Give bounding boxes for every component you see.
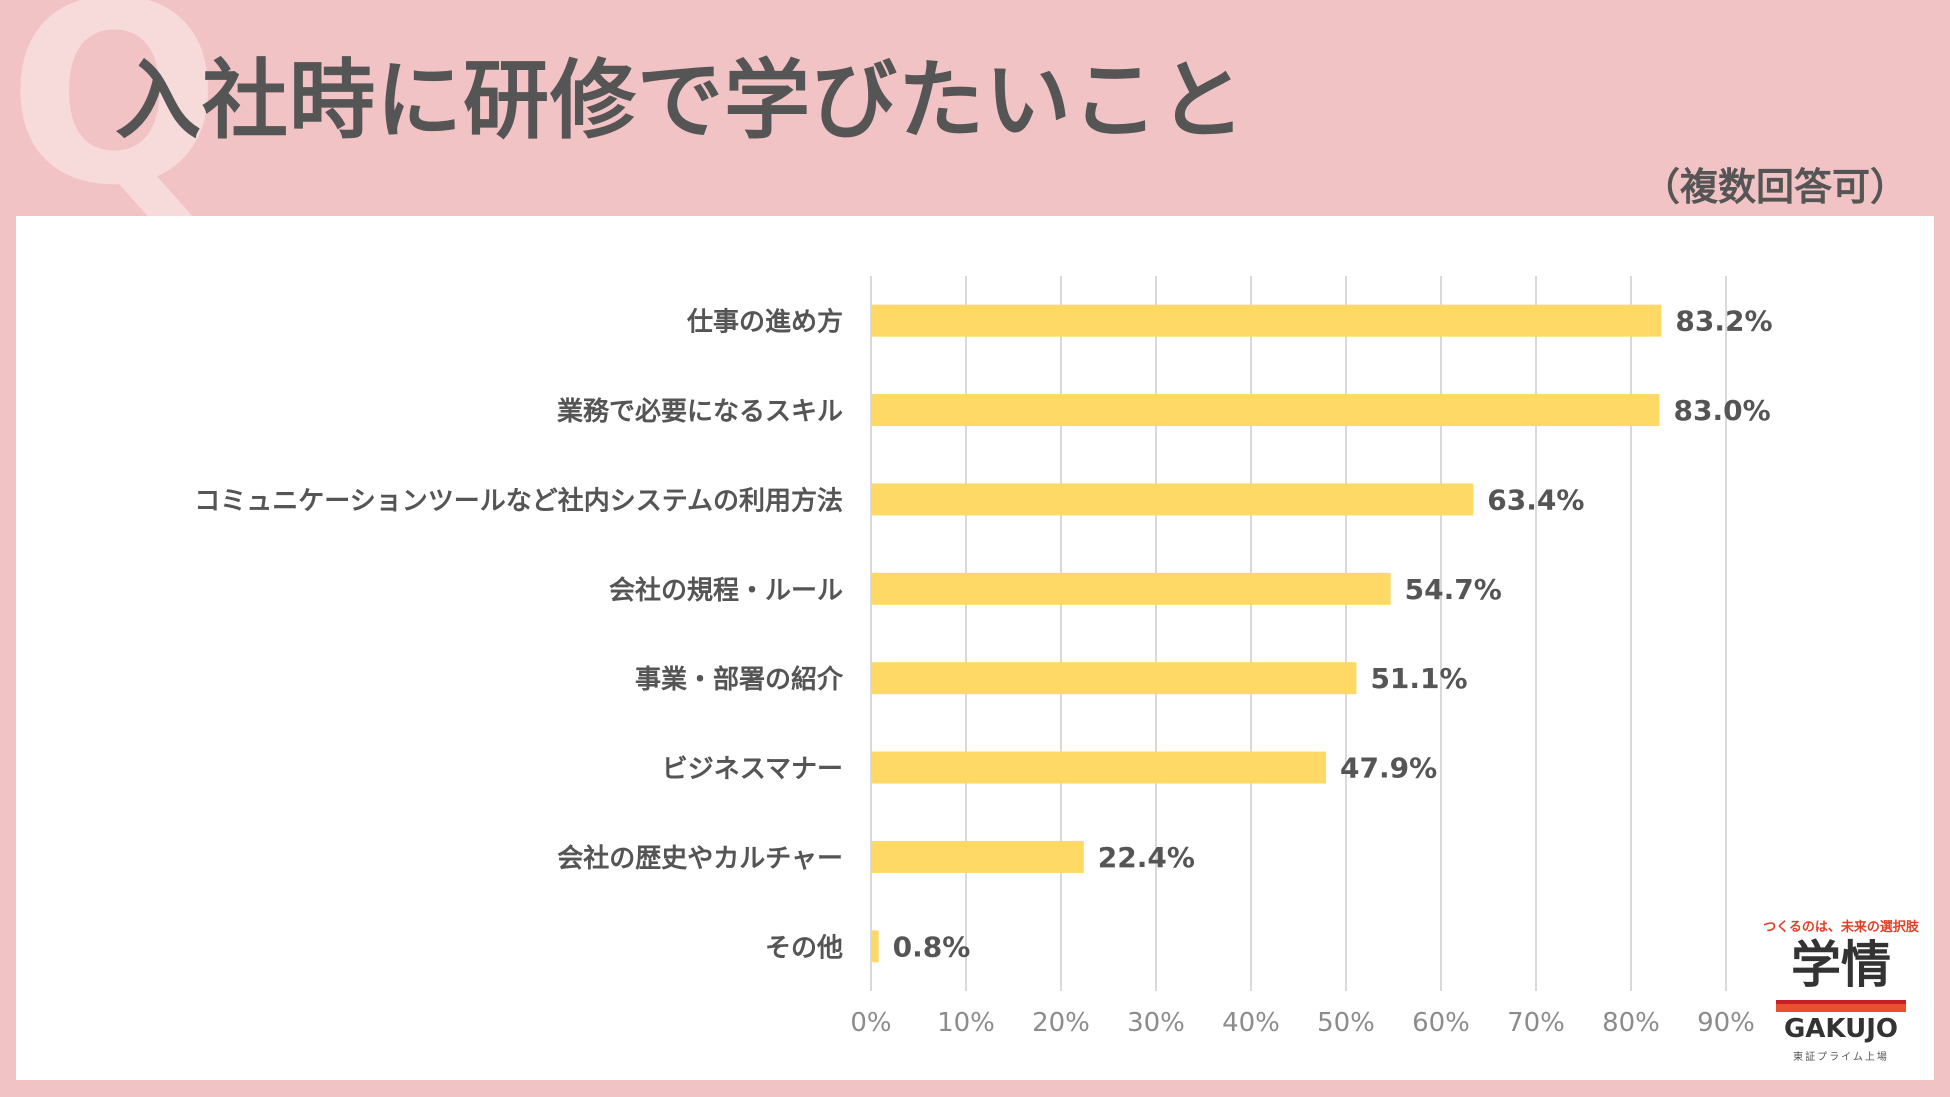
x-tick-label: 30% — [1127, 1008, 1185, 1038]
category-label: 業務で必要になるスキル — [557, 397, 843, 427]
data-label: 0.8% — [893, 930, 971, 963]
category-label: 仕事の進め方 — [686, 307, 843, 338]
bar — [871, 751, 1327, 784]
data-label: 63.4% — [1487, 483, 1584, 516]
x-tick-label: 0% — [850, 1008, 891, 1038]
data-label: 22.4% — [1098, 841, 1195, 874]
x-tick-label: 80% — [1602, 1008, 1660, 1038]
bar — [871, 840, 1084, 873]
x-tick-label: 10% — [937, 1008, 995, 1038]
data-label: 83.2% — [1675, 305, 1772, 338]
category-label: 事業・部署の紹介 — [635, 664, 844, 695]
x-tick-label: 40% — [1222, 1008, 1280, 1038]
category-label: ビジネスマナー — [662, 755, 843, 785]
logo-stripe-accent — [1776, 1000, 1906, 1004]
bar — [871, 394, 1660, 427]
x-tick-label: 70% — [1507, 1008, 1565, 1038]
chart-panel: 0% 10% 20% 30% 40% 50% 60% 70% 80% 90% 仕事の進め方 83.2%… — [16, 216, 1934, 1080]
logo-listing: 東証プライム上場 — [1793, 1052, 1889, 1063]
x-tick-label: 90% — [1697, 1008, 1755, 1038]
bar — [871, 930, 879, 963]
logo-brand: GAKUJO — [1783, 1014, 1899, 1044]
logo-tagline: つくるのは、未来の選択肢 — [1763, 920, 1919, 935]
bar — [871, 662, 1357, 695]
data-label: 51.1% — [1370, 662, 1467, 695]
data-label: 47.9% — [1340, 752, 1437, 785]
bar — [871, 572, 1391, 605]
multiple-answer-note: （複数回答可） — [1641, 165, 1908, 209]
category-label: 会社の歴史やカルチャー — [557, 843, 843, 874]
x-tick-label: 20% — [1032, 1008, 1090, 1038]
bar — [871, 304, 1662, 337]
x-tick-label: 50% — [1317, 1008, 1375, 1038]
bar — [871, 483, 1474, 516]
q-watermark: Q — [8, 0, 221, 240]
category-label: コミュニケーションツールなど社内システムの利用方法 — [194, 485, 843, 516]
x-tick-label: 60% — [1412, 1008, 1470, 1038]
logo-kanji: 学情 — [1791, 936, 1891, 994]
category-label: その他 — [765, 933, 843, 963]
page-title: 入社時に研修で学びたいこと — [115, 51, 1246, 151]
bar-chart: 0% 10% 20% 30% 40% 50% 60% 70% 80% 90% 仕事の進め方 83.2%… — [194, 276, 1773, 1038]
category-label: 会社の規程・ルール — [609, 575, 843, 606]
data-label: 54.7% — [1405, 573, 1502, 606]
data-label: 83.0% — [1674, 394, 1771, 427]
gakujo-logo: つくるのは、未来の選択肢 学情 GAKUJO 東証プライム上場 — [1756, 916, 1926, 1076]
